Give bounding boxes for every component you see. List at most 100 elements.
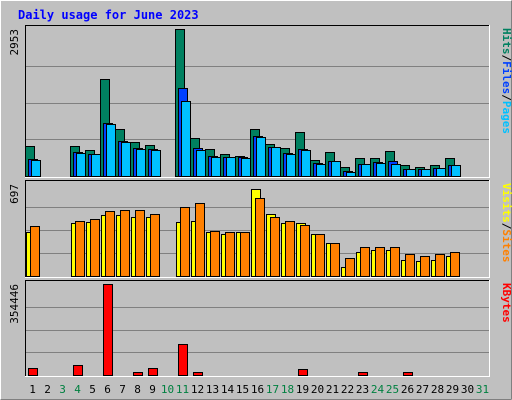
x-tick-label: 1 [29, 383, 36, 396]
panel-visits-sites: 697 Visits/Sites [8, 180, 512, 278]
x-tick-label: 7 [119, 383, 126, 396]
x-tick-label: 24 [371, 383, 385, 396]
x-tick-label: 31 [476, 383, 489, 396]
x-tick-label: 29 [446, 383, 459, 396]
legend-entry: KBytes [500, 283, 512, 323]
bar-sites [75, 221, 85, 277]
max-value-label: 354446 [8, 284, 21, 324]
bar-pages [196, 150, 206, 177]
legend-entry: Sites [500, 229, 512, 262]
x-tick-label: 4 [74, 383, 81, 396]
x-tick-label: 23 [356, 383, 369, 396]
x-tick-label: 27 [416, 383, 429, 396]
bar-pages [421, 169, 431, 177]
bar-pages [241, 158, 251, 177]
bar-sites [360, 247, 370, 277]
bar-pages [406, 169, 416, 177]
bar-kbytes [103, 284, 113, 376]
bar-sites [420, 256, 430, 277]
bar-sites [135, 210, 145, 277]
bar-sites [330, 243, 340, 277]
x-tick-label: 17 [266, 383, 279, 396]
panel-kbytes: 354446 KBytes [8, 280, 512, 377]
max-value-label: 2953 [8, 29, 21, 56]
bar-pages [391, 164, 401, 177]
bar-sites [450, 252, 460, 277]
bar-pages [211, 157, 221, 177]
panel-background [25, 280, 490, 377]
bar-pages [331, 161, 341, 177]
bar-sites [390, 247, 400, 277]
bar-sites [315, 234, 325, 277]
x-tick-label: 14 [221, 383, 235, 396]
bar-pages [316, 164, 326, 177]
bar-kbytes [73, 365, 83, 376]
bar-pages [301, 150, 311, 177]
legend-entry: / [500, 94, 512, 101]
max-value-label: 697 [8, 184, 21, 204]
bar-sites [30, 226, 40, 277]
legend-entry: / [500, 223, 512, 230]
bar-pages [286, 154, 296, 177]
x-tick-label: 16 [251, 383, 264, 396]
bar-pages [226, 157, 236, 177]
x-tick-label: 13 [206, 383, 219, 396]
bar-kbytes [178, 344, 188, 376]
x-tick-label: 3 [59, 383, 66, 396]
bar-kbytes [148, 368, 158, 376]
bar-sites [90, 219, 100, 277]
bar-kbytes [298, 369, 308, 376]
bar-kbytes [28, 368, 38, 376]
bar-pages [271, 147, 281, 177]
bar-kbytes [403, 372, 413, 376]
legend-entry: / [500, 55, 512, 62]
bar-pages [181, 101, 191, 177]
x-tick-label: 11 [176, 383, 189, 396]
legend-entry: Hits [500, 28, 512, 55]
x-tick-label: 30 [461, 383, 474, 396]
bar-sites [240, 232, 250, 277]
legend-entry: Visits [500, 183, 512, 223]
bar-sites [120, 210, 130, 277]
x-tick-label: 2 [44, 383, 51, 396]
bar-sites [270, 217, 280, 277]
bar-sites [105, 211, 115, 277]
x-tick-label: 8 [134, 383, 141, 396]
panel-hits-files-pages: 2953 Hits/Files/Pages [8, 25, 512, 178]
bar-kbytes [358, 372, 368, 376]
legend: Visits/Sites [500, 183, 512, 263]
x-tick-label: 21 [326, 383, 339, 396]
bar-pages [31, 160, 41, 177]
bar-sites [375, 247, 385, 277]
bar-sites [225, 232, 235, 277]
legend: KBytes [500, 283, 512, 323]
x-tick-label: 28 [431, 383, 444, 396]
bar-pages [436, 168, 446, 177]
bar-pages [151, 150, 161, 177]
bar-sites [285, 221, 295, 277]
bar-sites [150, 214, 160, 277]
x-tick-label: 10 [161, 383, 174, 396]
bar-sites [195, 203, 205, 277]
x-tick-label: 6 [104, 383, 111, 396]
x-tick-label: 20 [311, 383, 324, 396]
legend-entry: Files [500, 61, 512, 94]
x-tick-label: 9 [149, 383, 156, 396]
bar-pages [106, 124, 116, 177]
bar-sites [300, 225, 310, 277]
x-tick-label: 22 [341, 383, 354, 396]
bar-pages [91, 154, 101, 177]
bar-pages [256, 137, 266, 177]
bar-sites [435, 254, 445, 277]
bar-pages [76, 153, 86, 177]
bar-kbytes [133, 372, 143, 376]
x-tick-label: 12 [191, 383, 204, 396]
bar-pages [136, 149, 146, 177]
x-tick-label: 25 [386, 383, 399, 396]
bar-sites [210, 231, 220, 277]
x-tick-label: 26 [401, 383, 414, 396]
bar-pages [346, 172, 356, 177]
bar-sites [255, 198, 265, 277]
